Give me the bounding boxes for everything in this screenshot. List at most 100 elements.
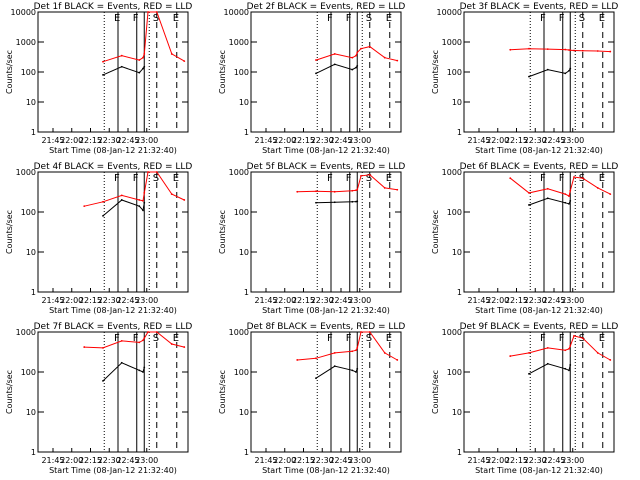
lld-point	[528, 352, 530, 354]
lld-point	[83, 346, 86, 348]
y-axis-label: Counts/sec	[431, 210, 440, 254]
x-tick-label: 22:30	[311, 136, 334, 145]
lld-point	[569, 344, 572, 347]
events-point	[528, 372, 530, 375]
lld-point	[170, 343, 173, 345]
panel-title: Det 2f BLACK = Events, RED = LLD	[247, 2, 406, 12]
lld-point	[546, 347, 549, 349]
events-point	[568, 69, 570, 72]
lld-point	[568, 195, 570, 197]
x-tick-label: 21:45	[254, 136, 277, 145]
events-point	[569, 67, 572, 70]
events-point	[120, 65, 123, 68]
x-tick-label: 21:45	[41, 296, 64, 305]
y-tick-label: 1	[31, 288, 36, 297]
plot-frame	[463, 171, 615, 293]
x-tick-label: 22:15	[505, 136, 528, 145]
lld-point	[83, 205, 86, 208]
y-tick-label: 1000	[442, 328, 462, 337]
y-tick-label: 100	[234, 368, 249, 377]
lld-point	[581, 177, 584, 180]
marker-label: S	[579, 13, 585, 24]
x-tick-label: 22:45	[329, 136, 352, 145]
lld-point	[120, 194, 123, 197]
y-tick-label: 100	[21, 368, 36, 377]
events-point	[138, 71, 141, 74]
lld-point	[351, 350, 354, 353]
plot-frame	[463, 11, 615, 133]
events-point	[333, 365, 336, 368]
marker-label: E	[173, 13, 179, 24]
lld-series-line	[84, 171, 185, 207]
marker-label: F	[559, 13, 565, 24]
lld-point	[356, 347, 359, 349]
x-tick-label: 22:30	[98, 136, 121, 145]
lld-point	[564, 349, 567, 352]
y-tick-label: 1000	[229, 168, 249, 177]
events-point	[569, 199, 572, 202]
y-tick-label: 1	[457, 288, 462, 297]
x-tick-label: 21:45	[41, 456, 64, 465]
y-tick-label: 1	[31, 128, 36, 137]
events-series-line	[528, 197, 571, 206]
events-point	[564, 201, 567, 204]
y-tick-label: 1000	[229, 328, 249, 337]
lld-point	[568, 347, 570, 350]
y-axis-label: Counts/sec	[5, 50, 14, 94]
events-series-line	[102, 362, 145, 382]
lld-point	[143, 192, 146, 194]
x-axis-label: Start Time (08-Jan-12 21:32:40)	[49, 306, 177, 315]
x-tick-label: 22:45	[542, 296, 565, 305]
lld-series-line	[510, 335, 611, 361]
events-point	[138, 205, 141, 208]
lld-point	[396, 359, 399, 361]
events-series-line	[315, 365, 358, 379]
y-tick-label: 10	[239, 98, 249, 107]
x-tick-label: 22:15	[505, 456, 528, 465]
x-axis-label: Start Time (08-Jan-12 21:32:40)	[262, 146, 390, 155]
y-tick-label: 10000	[11, 8, 36, 17]
x-axis-label: Start Time (08-Jan-12 21:32:40)	[475, 466, 603, 475]
y-tick-label: 1	[457, 448, 462, 457]
x-tick-label: 22:00	[60, 456, 83, 465]
x-tick-label: 22:00	[60, 136, 83, 145]
panel-title: Det 3f BLACK = Events, RED = LLD	[460, 2, 619, 12]
lld-point	[138, 59, 141, 61]
events-point	[102, 214, 104, 217]
lld-point	[155, 11, 158, 13]
x-tick-label: 22:00	[486, 136, 509, 145]
marker-label: S	[153, 173, 159, 184]
events-point	[546, 68, 549, 71]
plot-frame	[37, 11, 189, 133]
detector-panel-5: Det 5f BLACK = Events, RED = LLD 1 10 100 10…	[218, 162, 405, 315]
panel-title: Det 6f BLACK = Events, RED = LLD	[460, 162, 619, 172]
events-series-line	[102, 66, 145, 76]
lld-point	[573, 176, 575, 178]
lld-point	[333, 190, 336, 193]
lld-point	[596, 352, 599, 354]
y-tick-label: 10	[239, 408, 249, 417]
marker-label: F	[327, 173, 333, 184]
y-tick-label: 1000	[16, 38, 36, 47]
y-tick-label: 10	[452, 248, 462, 257]
x-tick-label: 22:45	[116, 296, 139, 305]
events-point	[143, 65, 146, 68]
plot-frame	[463, 331, 615, 453]
marker-label: F	[133, 173, 139, 184]
x-tick-label: 22:15	[79, 456, 102, 465]
marker-label: F	[114, 333, 120, 344]
x-tick-label: 22:00	[486, 456, 509, 465]
events-series-line	[528, 68, 571, 78]
lld-point	[581, 337, 584, 340]
marker-label: F	[540, 173, 546, 184]
events-point	[351, 68, 354, 71]
events-point	[143, 366, 146, 369]
lld-point	[509, 48, 512, 51]
y-tick-label: 1	[31, 448, 36, 457]
marker-label: S	[366, 13, 372, 24]
lld-point	[155, 171, 158, 173]
lld-point	[170, 193, 173, 196]
x-tick-label: 22:00	[273, 136, 296, 145]
panel-title: Det 7f BLACK = Events, RED = LLD	[34, 322, 193, 332]
y-axis-label: Counts/sec	[218, 370, 227, 414]
